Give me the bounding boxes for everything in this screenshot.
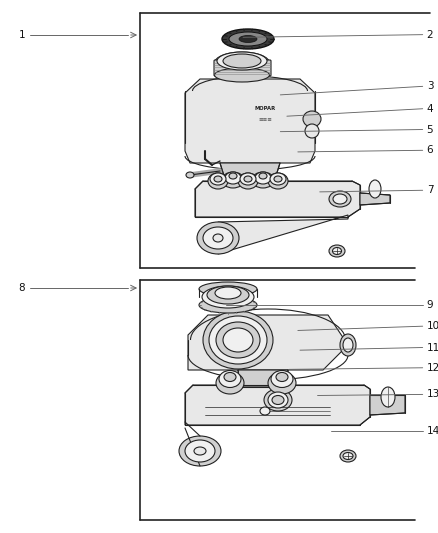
Polygon shape	[195, 181, 360, 217]
Ellipse shape	[276, 373, 288, 382]
Ellipse shape	[264, 389, 292, 411]
Text: 8: 8	[19, 283, 25, 293]
Polygon shape	[370, 395, 405, 415]
Text: 6: 6	[427, 146, 433, 155]
Text: MOPAR: MOPAR	[254, 107, 276, 111]
Text: 9: 9	[427, 301, 433, 310]
Ellipse shape	[270, 173, 286, 185]
Ellipse shape	[340, 334, 356, 356]
Ellipse shape	[185, 440, 215, 462]
Text: 4: 4	[427, 104, 433, 114]
Ellipse shape	[329, 191, 351, 207]
Ellipse shape	[222, 172, 244, 188]
Ellipse shape	[217, 52, 267, 70]
Ellipse shape	[216, 372, 244, 394]
Ellipse shape	[215, 287, 241, 299]
Ellipse shape	[332, 247, 342, 254]
Ellipse shape	[216, 322, 260, 358]
Ellipse shape	[260, 407, 270, 415]
Ellipse shape	[268, 392, 288, 408]
Ellipse shape	[340, 450, 356, 462]
Polygon shape	[218, 215, 348, 254]
Polygon shape	[185, 79, 315, 163]
Text: 2: 2	[427, 30, 433, 39]
Polygon shape	[188, 315, 348, 370]
Text: 10: 10	[427, 321, 438, 331]
Ellipse shape	[240, 173, 256, 185]
Ellipse shape	[223, 328, 253, 352]
Polygon shape	[360, 193, 390, 205]
Ellipse shape	[208, 173, 228, 189]
Ellipse shape	[194, 447, 206, 455]
Ellipse shape	[213, 234, 223, 242]
Ellipse shape	[215, 68, 269, 82]
Text: 7: 7	[427, 185, 433, 195]
Ellipse shape	[203, 227, 233, 249]
Ellipse shape	[381, 387, 395, 407]
Ellipse shape	[179, 436, 221, 466]
Ellipse shape	[268, 372, 296, 394]
Ellipse shape	[229, 32, 267, 46]
Ellipse shape	[271, 370, 293, 387]
Ellipse shape	[186, 172, 194, 178]
Polygon shape	[238, 370, 288, 387]
Text: 12: 12	[427, 363, 438, 373]
Ellipse shape	[329, 245, 345, 257]
Ellipse shape	[203, 311, 273, 369]
Ellipse shape	[268, 173, 288, 189]
Polygon shape	[185, 385, 370, 425]
Ellipse shape	[222, 29, 274, 49]
Text: 13: 13	[427, 390, 438, 399]
Ellipse shape	[255, 172, 271, 184]
Ellipse shape	[210, 173, 226, 185]
Ellipse shape	[199, 282, 257, 296]
Ellipse shape	[303, 111, 321, 127]
Ellipse shape	[343, 338, 353, 352]
Ellipse shape	[343, 453, 353, 459]
Ellipse shape	[239, 36, 257, 43]
Ellipse shape	[305, 124, 319, 138]
Ellipse shape	[333, 194, 347, 204]
Ellipse shape	[223, 54, 261, 68]
Text: ≡≡≡: ≡≡≡	[258, 117, 272, 122]
Ellipse shape	[369, 180, 381, 198]
Ellipse shape	[238, 173, 258, 189]
Ellipse shape	[209, 316, 267, 364]
Ellipse shape	[225, 172, 241, 184]
Text: 11: 11	[427, 343, 438, 352]
Text: 3: 3	[427, 82, 433, 91]
Text: 5: 5	[427, 125, 433, 134]
Ellipse shape	[252, 172, 274, 188]
Ellipse shape	[197, 222, 239, 254]
Polygon shape	[220, 163, 280, 179]
Ellipse shape	[215, 52, 269, 74]
Ellipse shape	[214, 176, 222, 182]
Ellipse shape	[224, 373, 236, 382]
Ellipse shape	[207, 286, 249, 304]
FancyBboxPatch shape	[214, 60, 271, 76]
Ellipse shape	[272, 395, 284, 405]
Text: 1: 1	[19, 30, 25, 40]
Ellipse shape	[229, 173, 237, 179]
Text: 14: 14	[427, 426, 438, 435]
Ellipse shape	[219, 370, 241, 387]
Ellipse shape	[259, 173, 267, 179]
Ellipse shape	[244, 176, 252, 182]
Ellipse shape	[199, 297, 257, 313]
Ellipse shape	[202, 286, 254, 308]
Ellipse shape	[274, 176, 282, 182]
